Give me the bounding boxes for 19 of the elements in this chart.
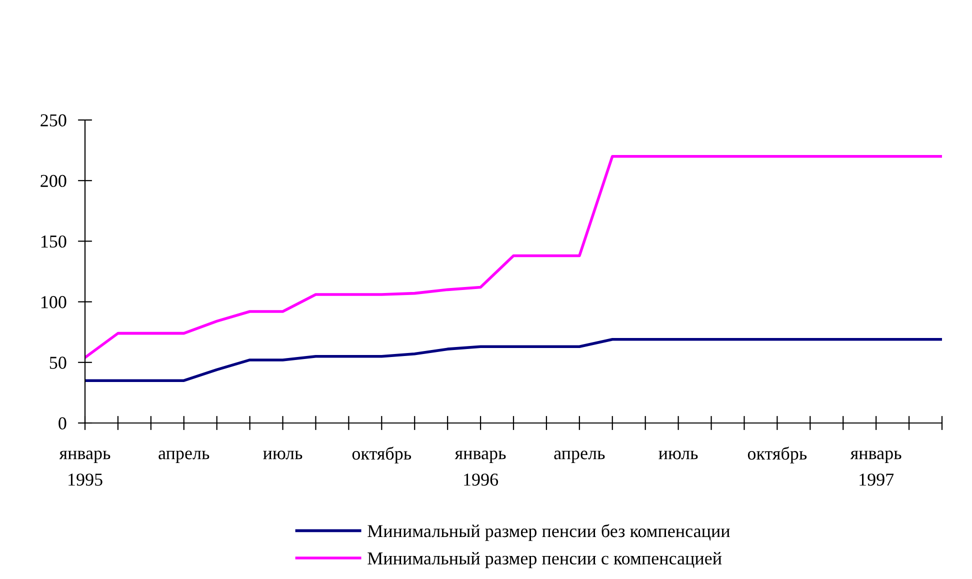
- x-tick-label: октябрь: [748, 446, 807, 464]
- x-tick-label: июль: [658, 450, 698, 460]
- x-tick-label: январь 1995: [59, 450, 110, 486]
- x-tick-label: январь 1997: [850, 450, 902, 486]
- x-tick-label: июль: [263, 450, 302, 460]
- legend-label: Минимальный размер пенсии с компенсацией: [368, 552, 722, 568]
- line-series: [85, 338, 942, 382]
- y-tick-label: 250: [40, 114, 66, 126]
- legend-label: Минимальный размер пенсии без компенсации: [368, 524, 730, 541]
- line-series: [85, 154, 942, 359]
- y-tick-label: 150: [41, 235, 66, 248]
- y-tick-label: 0: [58, 417, 66, 430]
- y-tick-label: 100: [41, 296, 66, 308]
- x-tick-label: апрель: [158, 450, 210, 463]
- x-tick-label: январь 1996: [454, 450, 506, 486]
- x-tick-label: октябрь: [352, 446, 412, 464]
- y-tick-label: 200: [40, 174, 66, 188]
- x-tick-label: апрель: [554, 450, 605, 463]
- y-tick-label: 50: [50, 356, 66, 369]
